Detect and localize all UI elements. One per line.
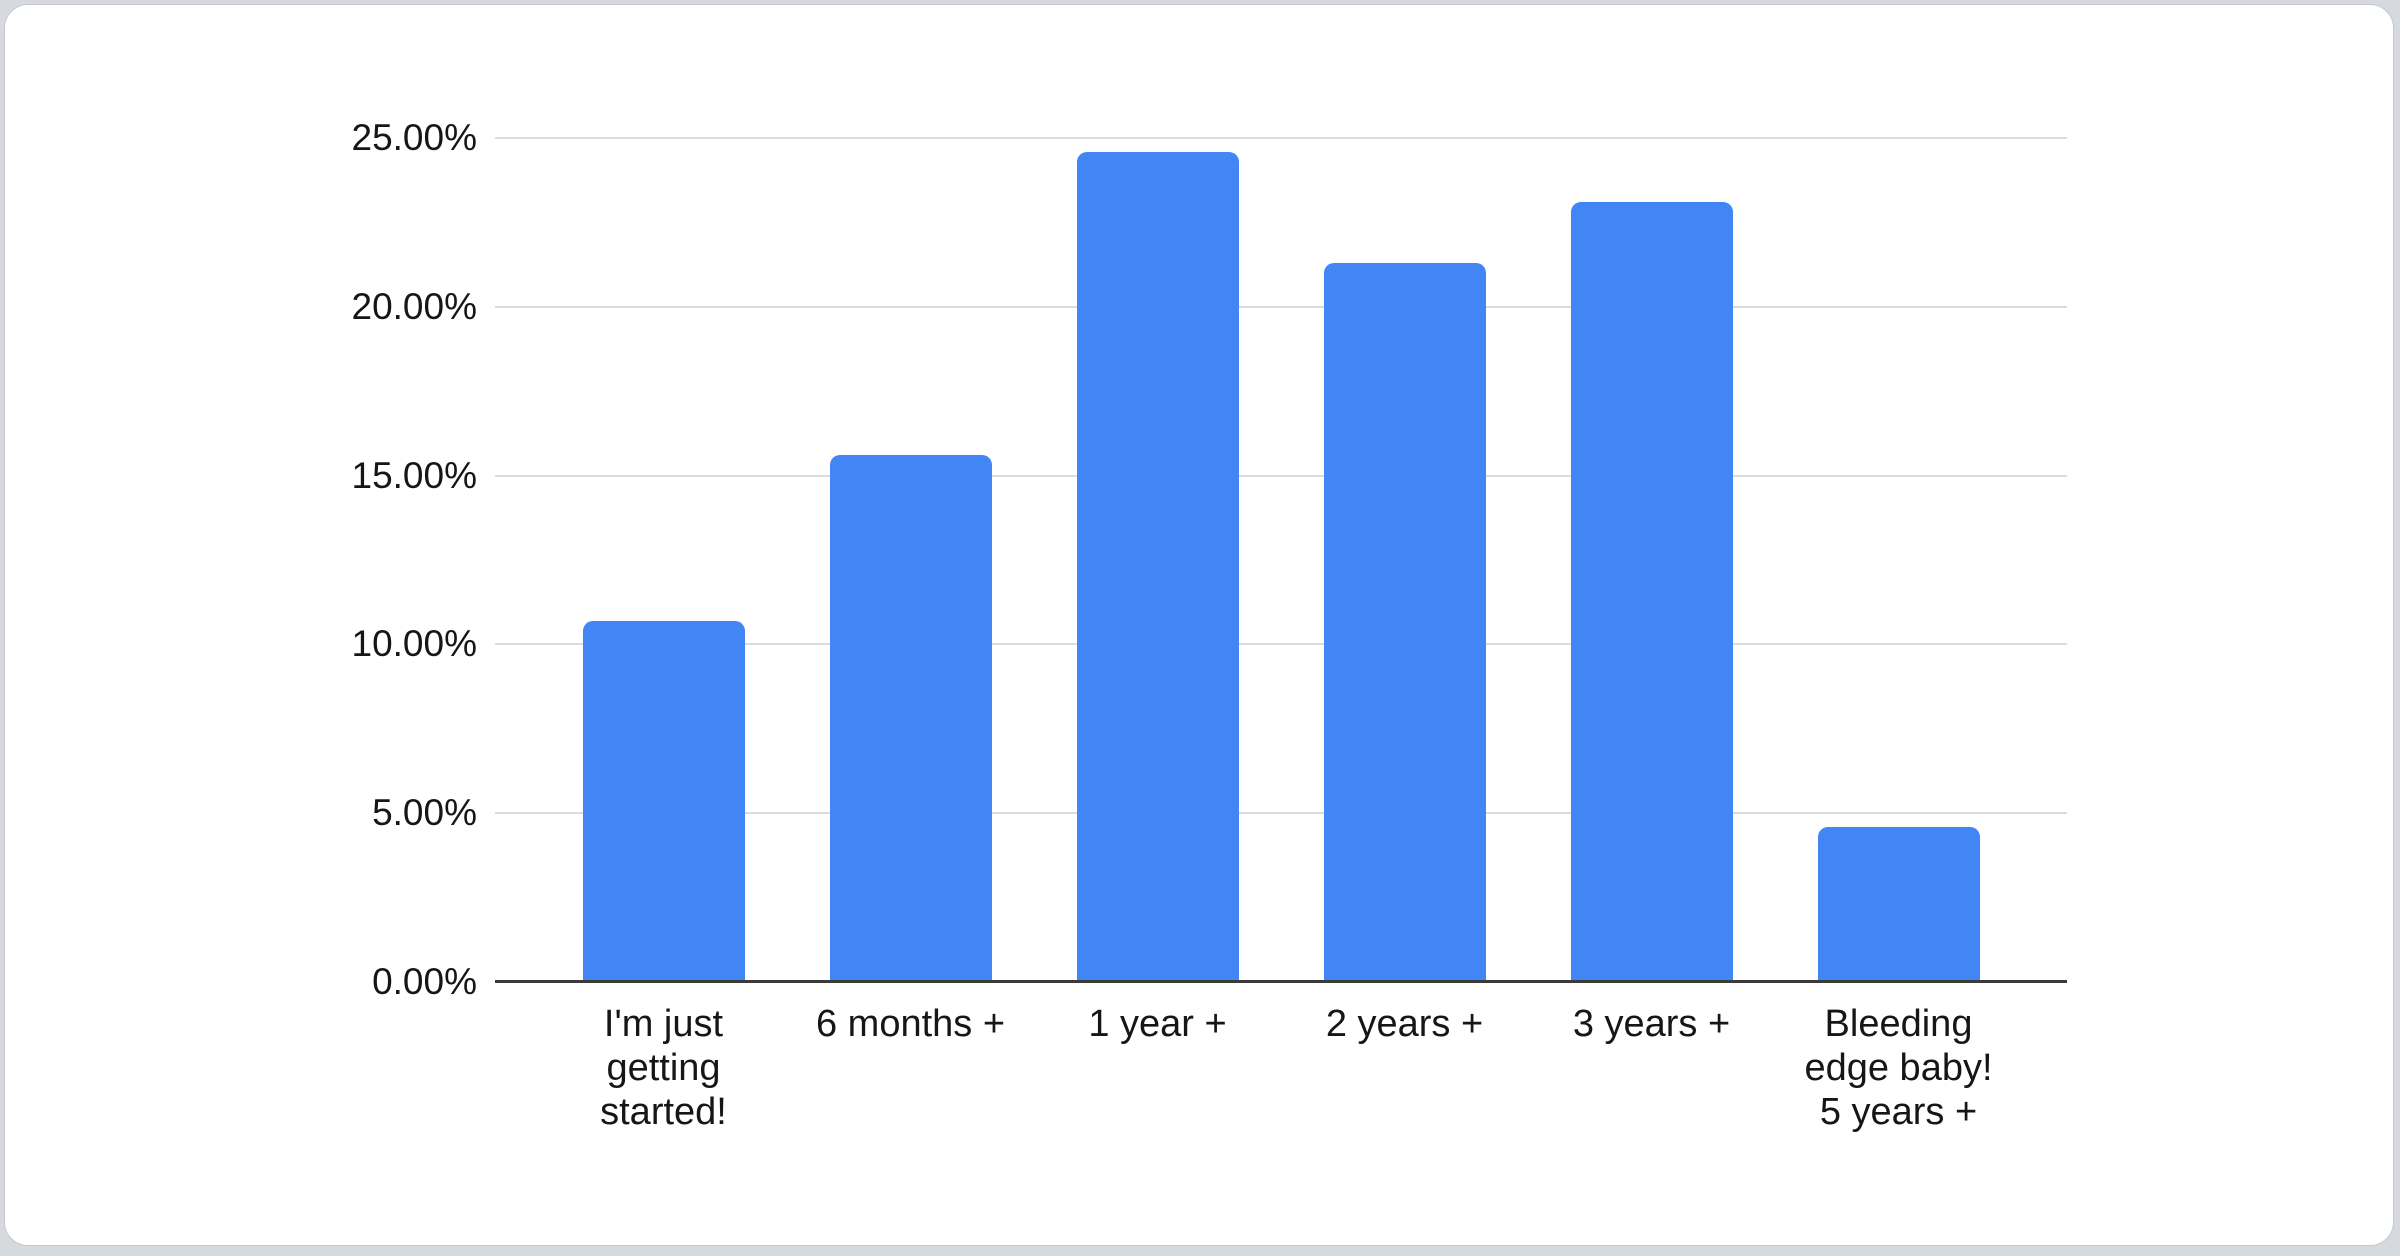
y-tick-label: 10.00% bbox=[351, 623, 478, 665]
gridline bbox=[495, 812, 2067, 815]
y-tick-label: 5.00% bbox=[372, 792, 477, 834]
bar-band bbox=[540, 138, 2022, 982]
bar-6[interactable] bbox=[1817, 826, 1980, 982]
bar-slot bbox=[1034, 138, 1281, 982]
y-tick-label: 15.00% bbox=[351, 454, 478, 496]
y-axis-tick-labels: 0.00% 5.00% 10.00% 15.00% 20.00% 25.00% bbox=[0, 117, 478, 1002]
x-category-label: 6 months + bbox=[815, 1003, 1006, 1045]
bar-slot bbox=[540, 138, 787, 982]
y-tick-label: 0.00% bbox=[372, 961, 477, 1002]
bar-slot bbox=[1528, 138, 1775, 982]
bar-2[interactable] bbox=[829, 455, 992, 982]
x-category-label: 3 years + bbox=[1572, 1003, 1731, 1045]
gridline bbox=[495, 137, 2067, 139]
x-axis-category-labels: I'm just getting started! 6 months + 1 yea… bbox=[540, 1002, 2022, 1134]
gridline bbox=[495, 305, 2067, 308]
x-category-label: Bleeding edge baby! 5 years + bbox=[1804, 1003, 1993, 1133]
y-tick-label: 20.00% bbox=[351, 285, 478, 327]
x-category-label: 2 years + bbox=[1325, 1003, 1484, 1045]
bar-4[interactable] bbox=[1323, 262, 1486, 982]
bar-slot bbox=[1775, 138, 2022, 982]
bar-slot bbox=[1281, 138, 1528, 982]
bar-slot bbox=[787, 138, 1034, 982]
x-axis-baseline bbox=[495, 980, 2067, 983]
x-category-label: 1 year + bbox=[1088, 1003, 1227, 1045]
bar-1[interactable] bbox=[582, 620, 745, 982]
x-category-label: I'm just getting started! bbox=[600, 1003, 727, 1133]
bar-3[interactable] bbox=[1076, 151, 1239, 982]
y-tick-label: 25.00% bbox=[351, 117, 478, 158]
gridline bbox=[495, 643, 2067, 646]
gridline bbox=[495, 474, 2067, 477]
plot-area bbox=[495, 137, 2067, 983]
bar-5[interactable] bbox=[1570, 202, 1733, 982]
